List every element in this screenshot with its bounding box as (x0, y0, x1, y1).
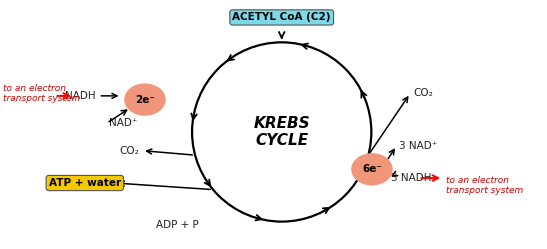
Text: NAD⁺: NAD⁺ (109, 118, 138, 128)
Text: to an electron
transport system: to an electron transport system (3, 84, 80, 103)
Text: 6e⁻: 6e⁻ (362, 164, 382, 174)
Text: ATP + water: ATP + water (49, 178, 121, 188)
Text: CO₂: CO₂ (413, 88, 433, 98)
Text: NADH: NADH (65, 91, 96, 101)
Text: ADP + P: ADP + P (156, 220, 199, 230)
Text: to an electron
transport system: to an electron transport system (446, 176, 523, 195)
Text: 3 NADH: 3 NADH (391, 173, 432, 183)
Text: 3 NAD⁺: 3 NAD⁺ (399, 141, 438, 151)
Ellipse shape (124, 83, 166, 116)
Text: 2e⁻: 2e⁻ (135, 95, 155, 105)
Text: CO₂: CO₂ (120, 146, 139, 156)
Ellipse shape (351, 153, 393, 186)
Text: KREBS
CYCLE: KREBS CYCLE (253, 116, 310, 148)
Text: ACETYL CoA (C2): ACETYL CoA (C2) (232, 12, 331, 22)
